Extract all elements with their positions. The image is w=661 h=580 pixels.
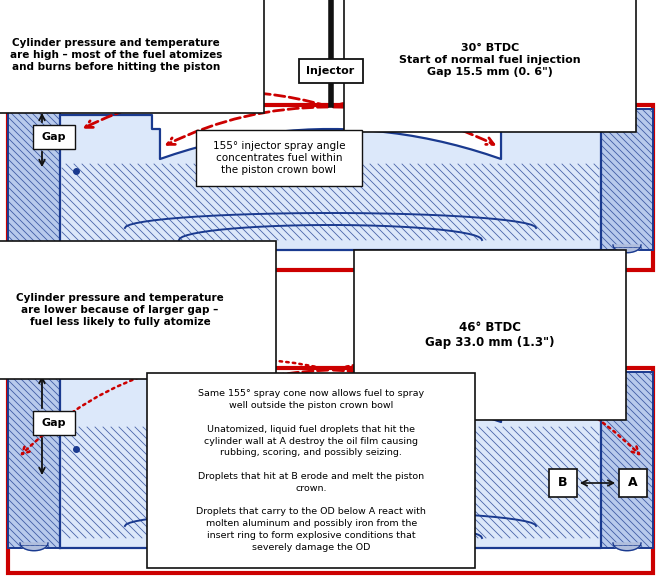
- Bar: [62, 427, 599, 538]
- Polygon shape: [20, 245, 48, 253]
- Bar: [8, 105, 653, 270]
- Text: Cylinder pressure and temperature
are lower because of larger gap –
fuel less li: Cylinder pressure and temperature are lo…: [16, 293, 224, 327]
- Bar: [62, 164, 599, 240]
- Polygon shape: [20, 543, 48, 550]
- Polygon shape: [60, 115, 601, 250]
- Bar: [601, 372, 653, 548]
- Bar: [601, 109, 653, 250]
- Text: Same 155° spray cone now allows fuel to spray
well outside the piston crown bowl: Same 155° spray cone now allows fuel to …: [196, 389, 426, 552]
- Text: B: B: [559, 477, 568, 490]
- Polygon shape: [613, 543, 641, 550]
- FancyBboxPatch shape: [147, 373, 475, 568]
- FancyBboxPatch shape: [549, 469, 577, 497]
- Bar: [8, 372, 60, 548]
- Polygon shape: [60, 378, 601, 548]
- Text: 155° injector spray angle
concentrates fuel within
the piston crown bowl: 155° injector spray angle concentrates f…: [213, 142, 345, 175]
- Polygon shape: [613, 245, 641, 253]
- Text: Cylinder pressure and temperature
are high – most of the fuel atomizes
and burns: Cylinder pressure and temperature are hi…: [10, 38, 222, 71]
- Text: Injector: Injector: [307, 66, 354, 76]
- Text: Gap: Gap: [42, 132, 66, 142]
- Bar: [601, 109, 653, 250]
- Text: A: A: [628, 477, 638, 490]
- Text: 46° BTDC
Gap 33.0 mm (1.3"): 46° BTDC Gap 33.0 mm (1.3"): [425, 321, 555, 349]
- Bar: [8, 368, 653, 573]
- Bar: [8, 109, 60, 250]
- Text: 30° BTDC
Start of normal fuel injection
Gap 15.5 mm (0. 6"): 30° BTDC Start of normal fuel injection …: [399, 44, 581, 77]
- Bar: [8, 372, 60, 548]
- FancyBboxPatch shape: [619, 469, 647, 497]
- Bar: [601, 372, 653, 548]
- FancyBboxPatch shape: [33, 411, 75, 435]
- Bar: [8, 109, 60, 250]
- FancyBboxPatch shape: [196, 130, 362, 186]
- FancyBboxPatch shape: [33, 125, 75, 149]
- FancyBboxPatch shape: [299, 59, 362, 83]
- Text: Gap: Gap: [42, 418, 66, 428]
